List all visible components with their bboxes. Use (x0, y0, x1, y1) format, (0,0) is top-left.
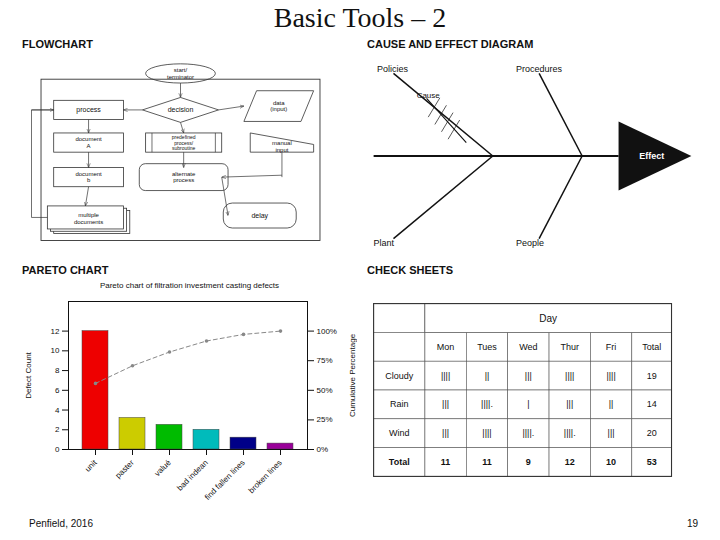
svg-text:||: || (485, 371, 490, 381)
html-text:CHECK SHEETS: CHECK SHEETS (367, 264, 454, 276)
svg-text:predefinedprocess/subroutine: predefinedprocess/subroutine (172, 134, 196, 151)
svg-text:25%: 25% (317, 415, 333, 424)
svg-text:documentb: documentb (75, 171, 102, 184)
svg-text:53: 53 (647, 457, 657, 467)
svg-text:||||.: ||||. (564, 428, 576, 438)
svg-text:find fallen lines: find fallen lines (203, 458, 247, 502)
svg-text:bad indean: bad indean (175, 458, 209, 492)
svg-text:|||: ||| (525, 371, 532, 381)
svg-text:Effect: Effect (639, 151, 664, 161)
svg-text:data(input): data(input) (270, 100, 287, 113)
svg-text:paster: paster (114, 458, 136, 480)
svg-text:||||: |||| (441, 371, 450, 381)
svg-text:Cause: Cause (417, 91, 441, 100)
svg-text:4: 4 (55, 406, 60, 415)
svg-text:2: 2 (55, 425, 60, 434)
html-text:Pareto chart of filtration inv: Pareto chart of filtration investment ca… (99, 281, 280, 290)
svg-text:12: 12 (565, 457, 575, 467)
svg-text:Tues: Tues (477, 342, 497, 352)
svg-text:Day: Day (539, 313, 557, 324)
svg-text:delay: delay (251, 212, 268, 220)
svg-text:decision: decision (168, 106, 194, 113)
svg-text:Mon: Mon (437, 342, 455, 352)
svg-text:||: || (609, 399, 614, 409)
svg-text:manualinput: manualinput (272, 140, 292, 153)
svg-text:||||: |||| (482, 428, 491, 438)
svg-text:100%: 100% (317, 327, 337, 336)
svg-text:|||: ||| (608, 428, 615, 438)
svg-text:Total: Total (389, 457, 410, 467)
svg-text:Procedures: Procedures (516, 64, 563, 74)
svg-text:unit: unit (83, 458, 99, 474)
html-text:Basic Tools – 2: Basic Tools – 2 (273, 2, 447, 33)
svg-text:|: | (527, 399, 529, 409)
svg-text:multipledocuments: multipledocuments (74, 212, 103, 225)
svg-text:|||: ||| (442, 399, 449, 409)
svg-text:Cloudy: Cloudy (385, 371, 414, 381)
svg-text:alternateprocess: alternateprocess (172, 171, 196, 184)
svg-text:Rain: Rain (390, 399, 409, 409)
svg-text:||||.: ||||. (481, 399, 493, 409)
html-text:PARETO CHART: PARETO CHART (22, 264, 109, 276)
svg-text:Defect Count: Defect Count (24, 351, 33, 398)
html-text:CAUSE AND EFFECT DIAGRAM: CAUSE AND EFFECT DIAGRAM (367, 38, 534, 50)
svg-text:||||.: ||||. (522, 428, 534, 438)
svg-text:0%: 0% (317, 445, 329, 454)
svg-text:11: 11 (441, 457, 451, 467)
svg-text:10: 10 (51, 346, 60, 355)
svg-text:Thur: Thur (560, 342, 579, 352)
svg-text:10: 10 (606, 457, 616, 467)
svg-text:0: 0 (55, 445, 60, 454)
svg-text:Plant: Plant (374, 238, 395, 248)
svg-text:9: 9 (526, 457, 531, 467)
svg-text:Policies: Policies (377, 64, 409, 74)
svg-text:14: 14 (647, 399, 657, 409)
html-text:FLOWCHART: FLOWCHART (22, 38, 93, 50)
svg-text:50%: 50% (317, 386, 333, 395)
svg-text:11: 11 (482, 457, 492, 467)
html-text:Penfield, 2016: Penfield, 2016 (29, 518, 93, 529)
svg-text:Wind: Wind (389, 428, 410, 438)
html-text:19: 19 (686, 518, 698, 529)
svg-text:75%: 75% (317, 356, 333, 365)
svg-text:Wed: Wed (519, 342, 537, 352)
svg-text:valué: valué (153, 458, 173, 478)
svg-text:6: 6 (55, 386, 60, 395)
svg-text:broken lines: broken lines (247, 458, 284, 495)
svg-text:|||: ||| (566, 399, 573, 409)
svg-text:8: 8 (55, 366, 60, 375)
svg-text:Fri: Fri (606, 342, 617, 352)
svg-text:People: People (516, 238, 544, 248)
svg-text:||||: |||| (606, 371, 615, 381)
svg-text:||||: |||| (565, 371, 574, 381)
svg-text:Total: Total (642, 342, 661, 352)
svg-text:start/terminator: start/terminator (167, 67, 194, 80)
svg-text:Cumulative Percentage: Cumulative Percentage (348, 333, 357, 417)
svg-text:19: 19 (647, 371, 657, 381)
svg-text:|||: ||| (442, 428, 449, 438)
svg-text:process: process (76, 106, 101, 114)
svg-text:20: 20 (647, 428, 657, 438)
svg-text:documentA: documentA (75, 136, 102, 149)
svg-text:12: 12 (51, 327, 60, 336)
